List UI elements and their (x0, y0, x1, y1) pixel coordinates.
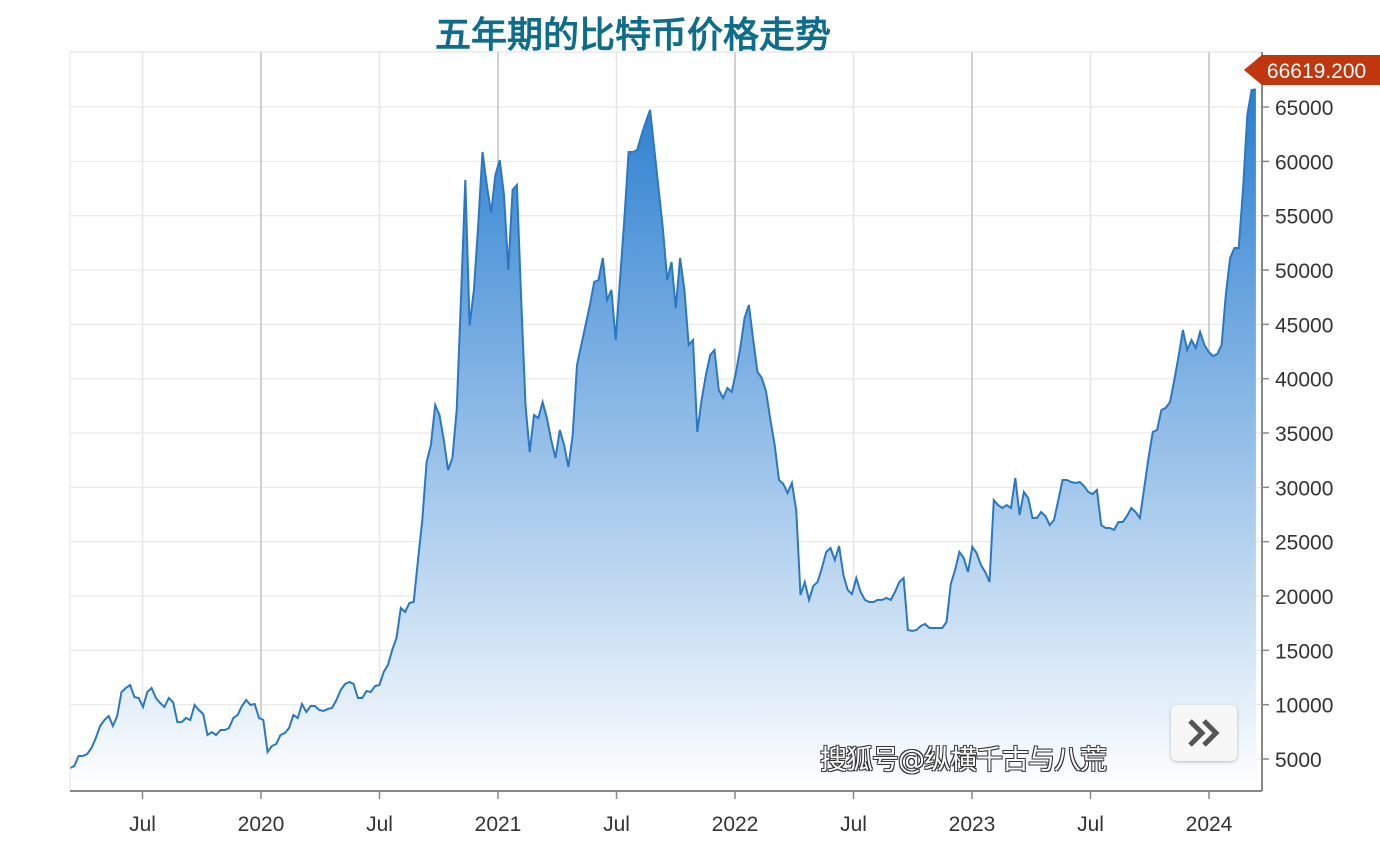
y-tick-label: 40000 (1275, 369, 1333, 392)
watermark: 搜狐号@纵横千古与八荒 (820, 745, 1107, 776)
x-tick-label: 2021 (475, 813, 522, 836)
x-tick-label: 2022 (712, 813, 759, 836)
y-tick-label: 65000 (1275, 97, 1333, 120)
y-tick-label: 10000 (1275, 695, 1333, 718)
price-line (69, 88, 1257, 769)
y-tick-label: 50000 (1275, 260, 1333, 283)
last-value-text: 66619.200 (1267, 60, 1366, 83)
x-tick-label: Jul (840, 813, 867, 836)
y-tick-label: 60000 (1275, 151, 1333, 174)
x-tick-label: 2023 (949, 813, 996, 836)
y-tick-label: 5000 (1275, 749, 1322, 772)
y-tick-label: 25000 (1275, 532, 1333, 555)
y-tick-label: 15000 (1275, 640, 1333, 663)
y-tick-label: 35000 (1275, 423, 1333, 446)
scroll-forward-button[interactable] (1171, 705, 1237, 761)
chart-title: 五年期的比特币价格走势 (434, 15, 831, 56)
double-chevron-right-icon (1188, 719, 1220, 747)
x-tick-label: Jul (366, 813, 393, 836)
y-tick-label: 30000 (1275, 477, 1333, 500)
x-tick-label: Jul (603, 813, 630, 836)
y-tick-label: 20000 (1275, 586, 1333, 609)
y-tick-label: 55000 (1275, 206, 1333, 229)
price-area (70, 89, 1256, 791)
x-tick-label: Jul (1077, 813, 1104, 836)
y-tick-label: 45000 (1275, 314, 1333, 337)
last-value-label: 66619.200 (1243, 55, 1380, 85)
x-tick-label: 2024 (1186, 813, 1233, 836)
x-tick-label: 2020 (238, 813, 285, 836)
x-tick-label: Jul (129, 813, 156, 836)
